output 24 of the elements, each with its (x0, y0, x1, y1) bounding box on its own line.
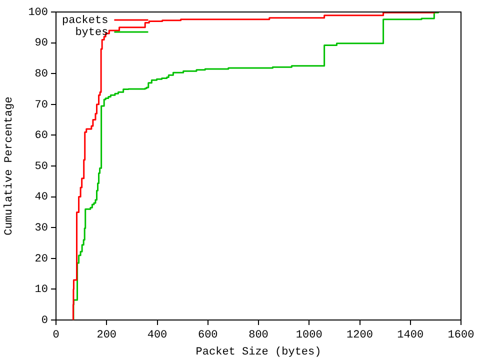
y-tick-label: 30 (34, 222, 48, 235)
y-tick-label: 40 (34, 192, 48, 204)
y-tick-label: 90 (34, 38, 48, 50)
y-tick-label: 100 (28, 6, 48, 19)
legend-label: packets (62, 14, 108, 27)
x-tick-label: 1400 (397, 330, 424, 342)
x-tick-label: 1000 (296, 330, 322, 342)
x-tick-label: 600 (198, 330, 218, 342)
y-tick-label: 20 (34, 253, 48, 266)
y-tick-label: 80 (34, 68, 48, 81)
x-axis-title: Packet Size (bytes) (196, 346, 322, 358)
legend-label: bytes (75, 26, 108, 39)
x-tick-label: 0 (52, 330, 60, 342)
y-tick-label: 70 (34, 99, 48, 112)
y-tick-label: 10 (34, 284, 48, 296)
y-tick-label: 0 (41, 314, 48, 327)
x-tick-label: 800 (248, 330, 268, 342)
y-tick-label: 60 (34, 130, 48, 142)
x-tick-label: 200 (96, 330, 117, 342)
y-tick-label: 50 (34, 160, 48, 173)
x-tick-label: 1600 (448, 330, 474, 342)
x-tick-label: 1200 (346, 330, 373, 342)
y-axis-title: Cumulative Percentage (4, 96, 16, 236)
x-tick-label: 400 (147, 330, 168, 342)
